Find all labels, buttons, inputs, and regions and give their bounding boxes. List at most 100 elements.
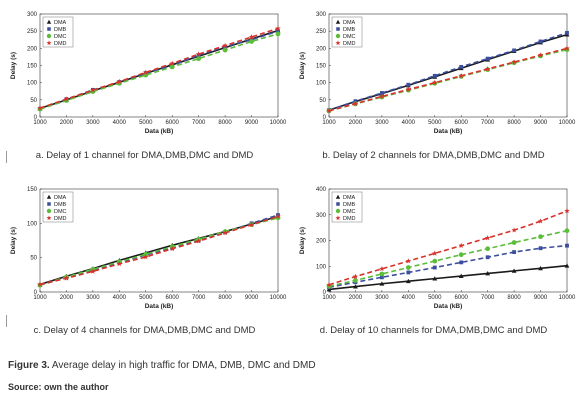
legend-label-dmb: DMB bbox=[343, 27, 356, 33]
series-line-dmd bbox=[39, 215, 279, 286]
x-tick-label: 1000 bbox=[322, 120, 336, 126]
x-tick-label: 10000 bbox=[270, 120, 287, 126]
figure-caption: Figure 3. Average delay in high traffic … bbox=[8, 360, 316, 371]
x-tick-label: 7000 bbox=[192, 120, 206, 126]
chart-caption-a: a. Delay of 1 channel for DMA,DMB,DMC an… bbox=[35, 150, 254, 161]
x-tick-label: 6000 bbox=[455, 120, 469, 126]
data-point-dmc bbox=[275, 31, 281, 37]
data-point-dmd bbox=[405, 258, 412, 264]
x-tick-label: 4000 bbox=[402, 120, 416, 126]
data-point-dmd bbox=[195, 51, 202, 57]
x-tick-label: 7000 bbox=[481, 295, 495, 301]
data-point-dmd bbox=[326, 107, 332, 114]
data-point-dmd bbox=[222, 230, 228, 236]
chart-d: 1000 2000 3000 4000 5000 6000 7000 8000 9000 1000… bbox=[299, 187, 576, 310]
x-axis-label: Data (kB) bbox=[145, 303, 174, 310]
data-point-dmc bbox=[249, 39, 254, 44]
legend-label-dmd: DMD bbox=[343, 216, 356, 222]
legend-label-dma: DMA bbox=[343, 20, 356, 26]
x-tick-label: 5000 bbox=[139, 120, 153, 126]
data-point-dma bbox=[511, 268, 517, 273]
data-point-dmd bbox=[379, 93, 385, 99]
y-tick-label: 50 bbox=[30, 256, 37, 262]
data-point-dmc bbox=[485, 246, 491, 252]
x-tick-label: 1000 bbox=[33, 295, 47, 301]
data-point-dma bbox=[458, 273, 464, 278]
x-axis-label: Data (kB) bbox=[434, 128, 463, 135]
y-tick-label: 0 bbox=[323, 115, 327, 121]
chart-caption-d: d. Delay of 10 channels for DMA,DMB,DMC … bbox=[319, 325, 548, 336]
legend-marker-dmd bbox=[46, 40, 52, 46]
data-point-dmd bbox=[116, 260, 123, 267]
y-tick-label: 300 bbox=[316, 213, 327, 219]
data-point-dmd bbox=[63, 275, 70, 281]
x-tick-label: 2000 bbox=[60, 120, 74, 126]
data-point-dmb bbox=[512, 48, 517, 53]
data-point-dmd bbox=[169, 60, 175, 66]
data-point-dmb bbox=[485, 255, 490, 260]
x-tick-label: 1000 bbox=[322, 295, 336, 301]
x-tick-label: 2000 bbox=[349, 295, 363, 301]
chart-panel-a: 1000 2000 3000 4000 5000 6000 7000 8000 9000 1000… bbox=[0, 0, 289, 175]
legend-label-dmd: DMD bbox=[343, 41, 356, 47]
legend-marker-dmb bbox=[47, 202, 51, 206]
y-tick-label: 150 bbox=[27, 187, 38, 193]
x-tick-label: 4000 bbox=[402, 295, 416, 301]
data-point-dmd bbox=[537, 52, 544, 58]
legend-label-dmb: DMB bbox=[54, 27, 67, 33]
y-axis-label: Delay (s) bbox=[10, 227, 17, 254]
x-tick-label: 9000 bbox=[245, 120, 259, 126]
legend-label-dmc: DMC bbox=[54, 34, 67, 40]
data-point-dmd bbox=[564, 45, 570, 51]
x-tick-label: 5000 bbox=[428, 295, 442, 301]
data-point-dmd bbox=[458, 72, 464, 79]
data-point-dmd bbox=[275, 213, 281, 219]
x-tick-label: 2000 bbox=[60, 295, 74, 301]
data-point-dmd bbox=[90, 268, 96, 274]
legend-label-dma: DMA bbox=[54, 20, 67, 26]
y-tick-label: 200 bbox=[316, 239, 327, 245]
data-point-dmc bbox=[196, 56, 202, 62]
data-point-dmd bbox=[511, 227, 517, 233]
chart-a: 1000 2000 3000 4000 5000 6000 7000 8000 9000 1000… bbox=[10, 12, 287, 135]
y-tick-label: 250 bbox=[316, 29, 327, 35]
x-tick-label: 6000 bbox=[166, 295, 180, 301]
chart-caption-c: c. Delay of 4 channels for DMA,DMB,DMC a… bbox=[33, 325, 256, 336]
y-tick-label: 200 bbox=[316, 46, 327, 52]
figure-source: Source: own the author bbox=[8, 382, 109, 392]
data-point-dmb bbox=[432, 265, 437, 270]
x-tick-label: 7000 bbox=[481, 120, 495, 126]
legend-label-dma: DMA bbox=[343, 195, 356, 201]
data-point-dmb bbox=[512, 250, 517, 255]
y-tick-label: 100 bbox=[27, 221, 38, 227]
legend-marker-dmc bbox=[46, 208, 52, 214]
legend-marker-dmd bbox=[335, 40, 341, 46]
data-point-dma bbox=[538, 265, 543, 271]
data-point-dmd bbox=[143, 254, 149, 260]
legend-marker-dmb bbox=[336, 27, 340, 31]
figure-caption-text: Average delay in high traffic for DMA, D… bbox=[51, 360, 316, 371]
series-line-dmc bbox=[328, 229, 568, 288]
y-tick-label: 50 bbox=[30, 98, 37, 104]
data-point-dmb bbox=[379, 91, 384, 95]
data-point-dmd bbox=[275, 25, 281, 31]
legend-marker-dmc bbox=[46, 33, 52, 39]
x-tick-label: 4000 bbox=[113, 120, 127, 126]
data-point-dma bbox=[485, 271, 491, 276]
x-tick-label: 9000 bbox=[245, 295, 259, 301]
data-point-dmd bbox=[432, 250, 438, 256]
y-tick-label: 150 bbox=[27, 64, 38, 70]
data-point-dma bbox=[564, 263, 570, 268]
x-tick-label: 10000 bbox=[559, 120, 576, 126]
data-point-dmd bbox=[169, 245, 175, 252]
data-point-dmd bbox=[484, 235, 491, 241]
data-point-dmb bbox=[538, 246, 543, 251]
x-axis-label: Data (kB) bbox=[145, 128, 174, 135]
legend-marker-dmc bbox=[335, 33, 341, 39]
series-line-dmb bbox=[328, 244, 568, 289]
data-point-dmc bbox=[222, 47, 228, 53]
x-axis-label: Data (kB) bbox=[434, 303, 463, 310]
legend-marker-dmc bbox=[335, 208, 341, 214]
x-tick-label: 8000 bbox=[507, 120, 521, 126]
x-tick-label: 4000 bbox=[113, 295, 127, 301]
